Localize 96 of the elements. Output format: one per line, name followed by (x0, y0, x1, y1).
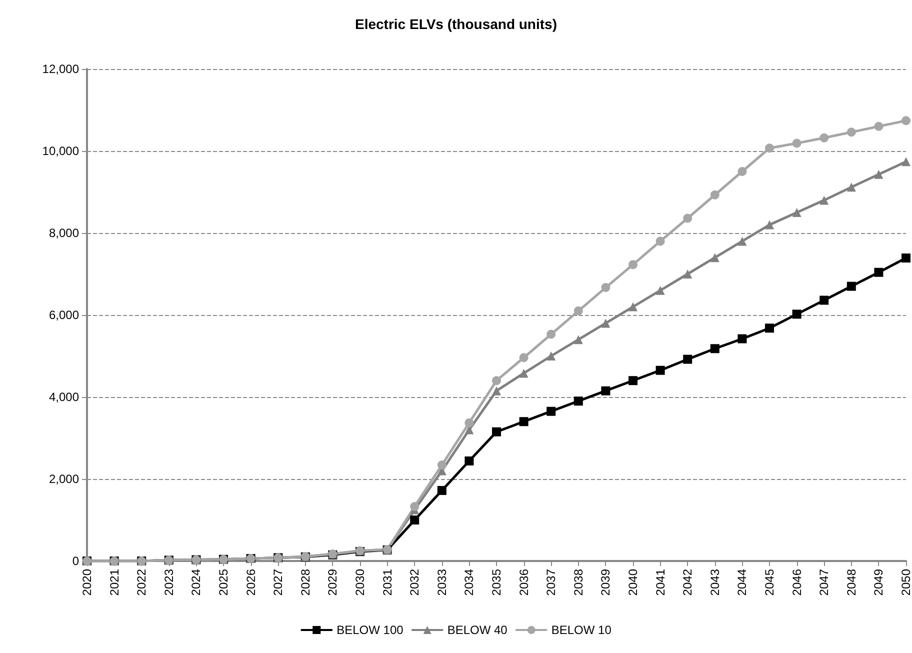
point (710, 344, 720, 354)
y-tick-label: 8,000 (48, 226, 80, 240)
point (765, 220, 774, 230)
point (683, 354, 692, 364)
x-tick-label: 2040 (626, 568, 640, 596)
legend-label: BELOW 10 (551, 623, 612, 637)
point (410, 502, 420, 511)
x-tick-label: 2028 (298, 568, 312, 596)
point (792, 208, 802, 217)
point (738, 236, 747, 246)
point (492, 427, 501, 436)
x-tick-label: 2046 (790, 568, 804, 596)
legend-label: BELOW 100 (336, 623, 404, 637)
point (874, 170, 884, 179)
point (738, 334, 747, 344)
x-tick-label: 2045 (762, 568, 776, 596)
x-tick-label: 2035 (490, 568, 504, 596)
point (710, 190, 720, 200)
point (738, 167, 747, 176)
x-tick-label: 2022 (134, 568, 149, 596)
point (546, 352, 556, 360)
x-tick-label: 2048 (844, 568, 858, 596)
point (601, 283, 610, 292)
point (874, 268, 884, 277)
x-tick-label: 2026 (244, 568, 258, 596)
x-tick-label: 2038 (571, 568, 586, 596)
point (765, 324, 774, 333)
y-tick-label: 4,000 (48, 390, 80, 404)
x-tick-label: 2037 (544, 568, 558, 596)
x-tick-label: 2042 (680, 568, 695, 596)
point (902, 157, 910, 166)
point (628, 260, 638, 270)
point (574, 396, 583, 406)
x-tick-label: 2027 (271, 568, 286, 596)
x-tick-label: 2025 (216, 568, 230, 596)
x-tick-label: 2034 (462, 568, 476, 596)
x-tick-label: 2031 (380, 568, 394, 596)
x-tick-label: 2023 (162, 568, 176, 596)
point (519, 417, 528, 426)
x-tick-label: 2021 (107, 568, 122, 596)
point (656, 366, 665, 375)
y-tick-label: 0 (72, 554, 80, 568)
point (601, 386, 610, 396)
x-tick-label: 2024 (189, 568, 204, 596)
x-tick-label: 2033 (434, 568, 449, 596)
x-tick-label: 2049 (872, 568, 886, 596)
x-tick-label: 2047 (817, 568, 832, 596)
legend-label: BELOW 40 (447, 623, 508, 637)
point (546, 330, 556, 339)
point (710, 253, 720, 262)
x-tick-label: 2029 (326, 568, 340, 596)
point (519, 353, 528, 362)
point (546, 406, 556, 416)
point (410, 516, 420, 524)
y-tick-label: 12,000 (42, 62, 80, 76)
point (902, 254, 910, 263)
point (656, 236, 665, 246)
point (656, 286, 665, 295)
y-tick-label: 2,000 (48, 472, 80, 486)
point (765, 144, 774, 153)
y-tick-label: 6,000 (48, 308, 80, 322)
point (574, 306, 583, 316)
point (874, 122, 884, 131)
point (601, 318, 610, 328)
x-tick-label: 2041 (653, 568, 668, 596)
point (846, 282, 856, 291)
x-tick-label: 2039 (598, 568, 613, 596)
point (820, 196, 829, 205)
point (574, 335, 583, 344)
point (902, 116, 910, 126)
point (820, 296, 829, 305)
point (846, 128, 856, 137)
x-tick-label: 2036 (516, 568, 531, 596)
point (464, 456, 474, 466)
x-tick-label: 2030 (353, 568, 367, 596)
point (683, 214, 692, 223)
point (464, 418, 474, 428)
point (437, 460, 446, 470)
x-tick-label: 2043 (708, 568, 722, 596)
x-tick-label: 2032 (408, 568, 422, 596)
point (792, 310, 802, 319)
chart-title: Electric ELVs (thousand units) (355, 16, 557, 32)
point (628, 302, 638, 312)
x-tick-label: 2050 (899, 568, 912, 596)
point (492, 376, 501, 386)
point (792, 138, 802, 148)
x-tick-label: 2020 (80, 568, 94, 596)
point (628, 376, 638, 386)
x-tick-label: 2044 (735, 568, 750, 596)
point (683, 270, 692, 278)
point (820, 133, 829, 142)
point (492, 386, 501, 396)
point (519, 368, 528, 378)
point (846, 182, 856, 192)
y-tick-label: 10,000 (42, 144, 80, 158)
point (437, 486, 446, 495)
